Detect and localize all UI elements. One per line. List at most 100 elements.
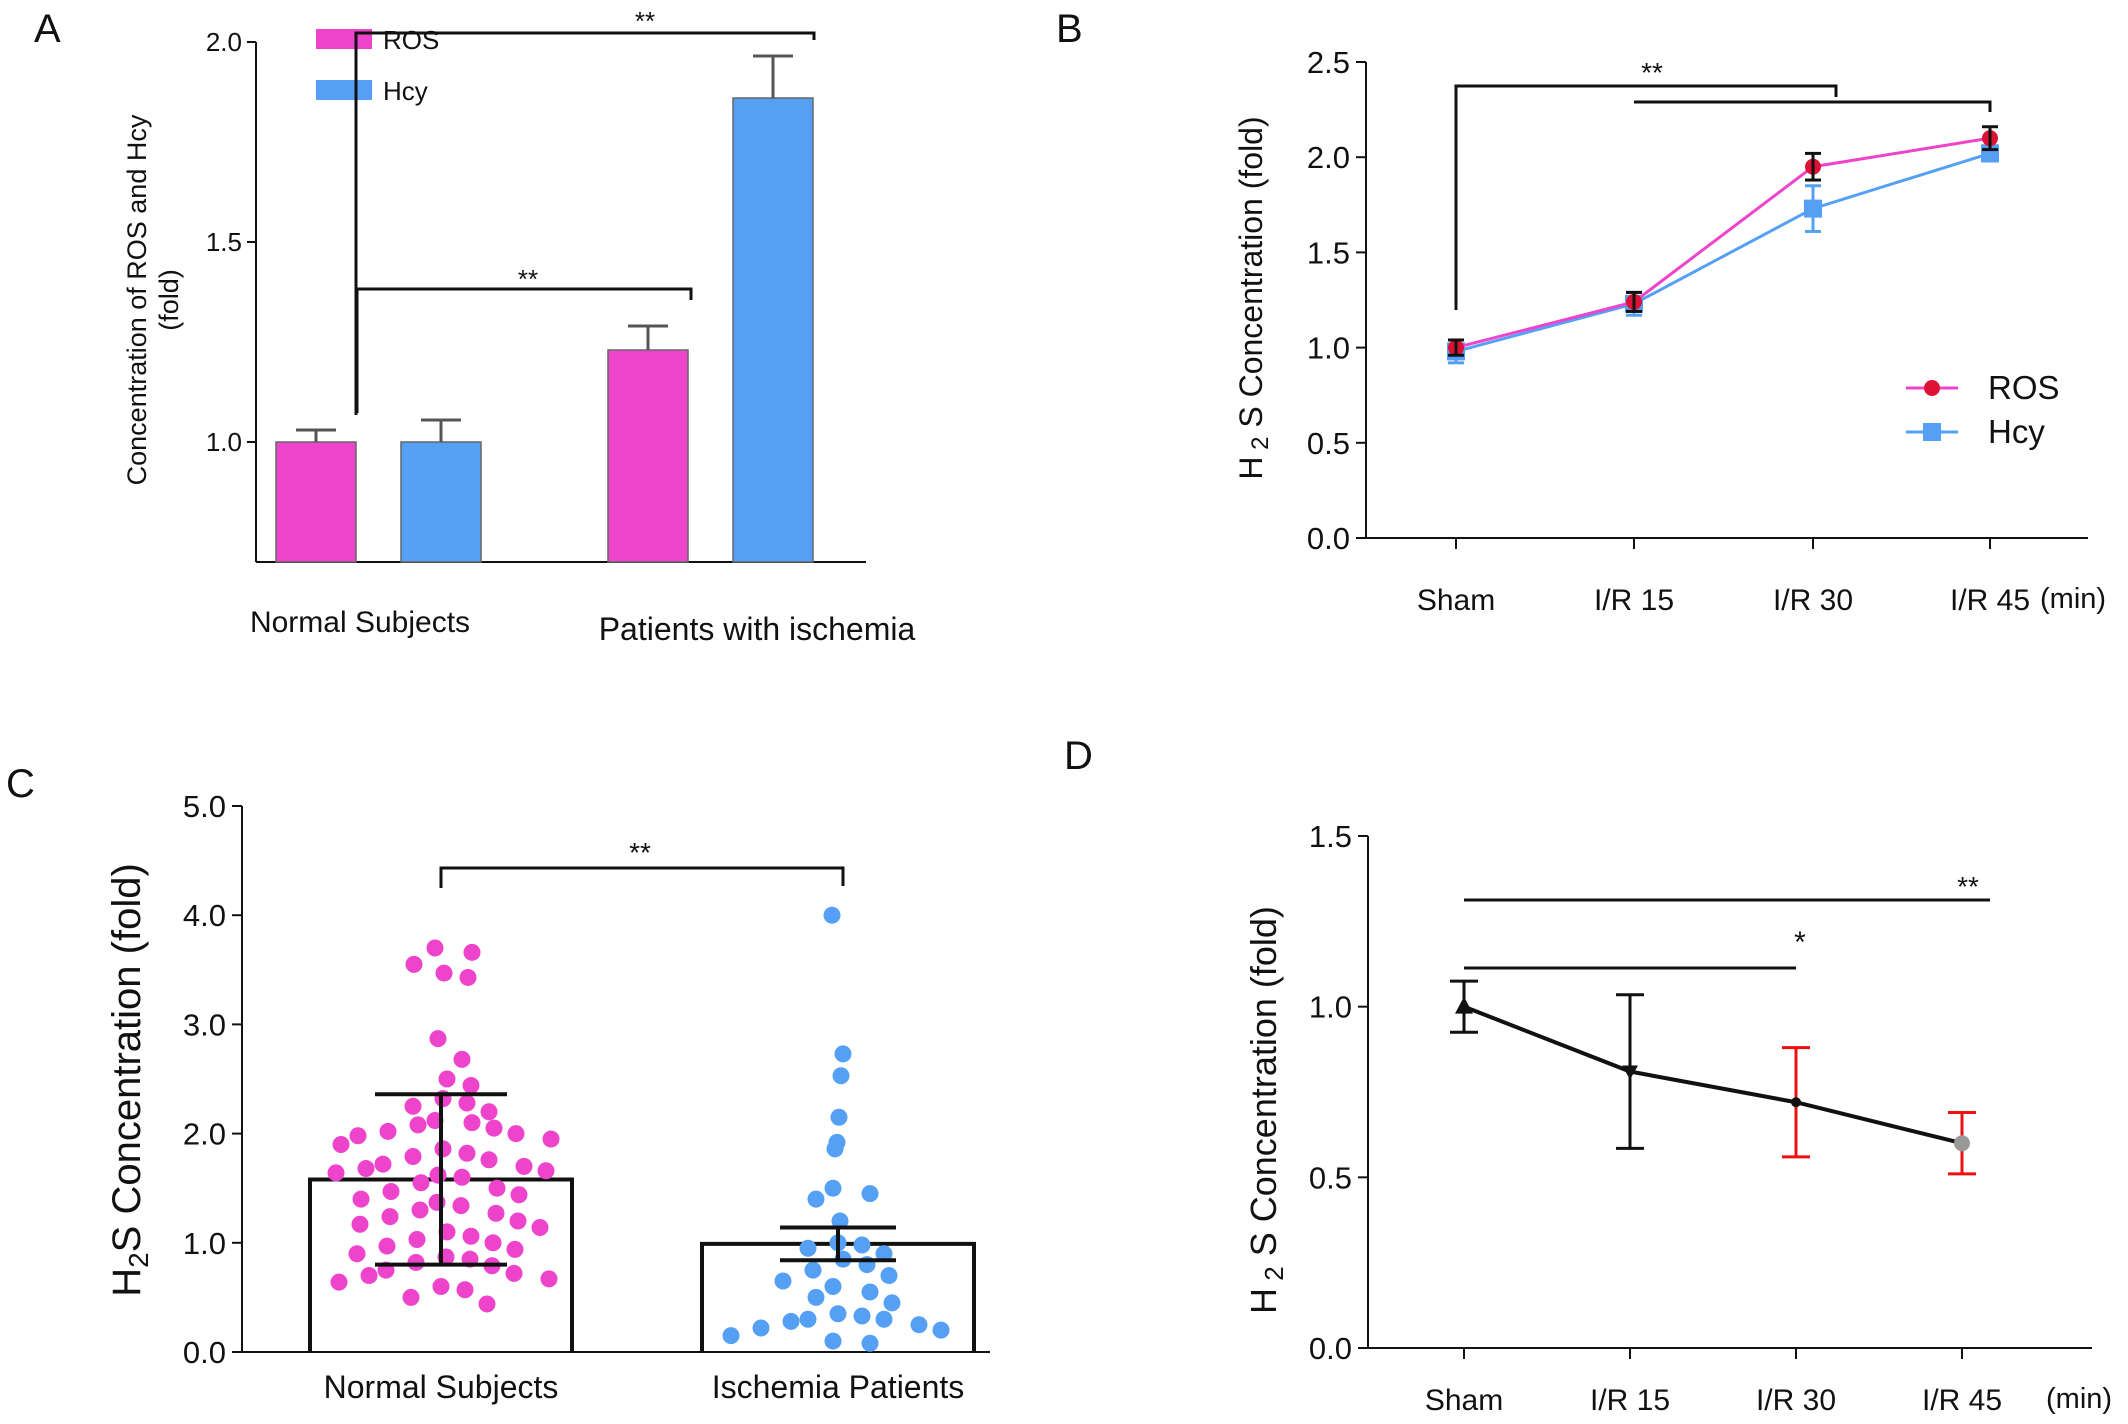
data-point	[807, 1288, 825, 1306]
data-point	[834, 1045, 852, 1063]
y-axis-label: H2S Concentration (fold)	[105, 863, 154, 1297]
data-point	[453, 1050, 471, 1068]
data-point	[435, 964, 453, 982]
data-point	[429, 1166, 447, 1184]
y-tick-label: 0.0	[1309, 1331, 1352, 1366]
data-point	[531, 1219, 549, 1237]
data-point	[412, 1174, 430, 1192]
series-line-ros	[1455, 136, 1991, 350]
data-point	[432, 1277, 450, 1295]
x-category-label: Normal Subjects	[324, 1369, 559, 1405]
data-point	[458, 1094, 476, 1112]
x-category-label: Ischemia Patients	[712, 1369, 965, 1405]
data-point	[484, 1234, 502, 1252]
y-axis-label: Concentration of ROS and Hcy	[122, 114, 152, 485]
data-point	[853, 1236, 871, 1254]
legend-marker-ros	[1924, 380, 1940, 396]
significance-bracket	[1454, 84, 1838, 310]
data-point	[456, 1281, 474, 1299]
x-tick-label: I/R 15	[1590, 1384, 1670, 1417]
y-axis-label-unit: (fold)	[154, 269, 184, 331]
panel-letter-c: C	[6, 762, 35, 806]
significance-label: **	[518, 264, 538, 294]
data-point	[722, 1327, 740, 1345]
data-point	[404, 1148, 422, 1166]
data-point	[510, 1186, 528, 1204]
data-point	[507, 1125, 525, 1143]
y-axis-label: H 2 S Concentration (fold)	[1233, 116, 1274, 479]
data-point	[752, 1319, 770, 1337]
panel-letter-a: A	[34, 7, 61, 51]
y-label-rest: S Concentration (fold)	[1243, 906, 1284, 1266]
data-point	[379, 1122, 397, 1140]
y-tick-label: 1.0	[1309, 990, 1352, 1025]
series-marker	[1622, 1065, 1638, 1080]
data-point	[351, 1215, 369, 1233]
bar	[275, 441, 357, 563]
data-point	[875, 1245, 893, 1263]
series-marker	[1954, 1135, 1970, 1152]
data-point	[830, 1108, 848, 1126]
data-point	[932, 1321, 950, 1339]
data-point	[515, 1157, 533, 1175]
y-tick-label: 2.0	[1307, 140, 1350, 175]
y-tick-label: 0.0	[1307, 521, 1350, 556]
y-tick-label: 2.0	[183, 1117, 226, 1152]
data-point	[509, 1212, 527, 1230]
y-label-rest: S Concentration (fold)	[1233, 116, 1269, 436]
series-marker	[1791, 1097, 1801, 1108]
legend-marker-hcy	[1923, 423, 1941, 441]
data-point	[360, 1267, 378, 1285]
data-point	[409, 1116, 427, 1134]
data-point	[910, 1316, 928, 1334]
x-category-label: Normal Subjects	[250, 606, 470, 639]
data-point	[774, 1272, 792, 1290]
data-point	[823, 906, 841, 924]
y-tick-label: 1.0	[206, 427, 242, 457]
data-point	[463, 943, 481, 961]
data-point	[332, 1136, 350, 1154]
significance-label: **	[635, 6, 655, 36]
data-point	[453, 1168, 471, 1186]
data-point	[478, 1295, 496, 1313]
chart-c: 0.0 1.0 2.0 3.0 4.0 5.0 H2S Concentration (fol…	[105, 789, 990, 1405]
data-point	[480, 1103, 498, 1121]
x-tick-label: I/R 30	[1773, 584, 1853, 617]
data-point	[408, 1231, 426, 1249]
data-point	[861, 1283, 879, 1301]
chart-a: 1.0 1.5 2.0 Concentration of ROS and Hcy (fo…	[122, 6, 915, 647]
bar	[607, 349, 689, 563]
data-point	[824, 1332, 842, 1350]
data-point	[537, 1162, 555, 1180]
x-unit-label: (min)	[2040, 583, 2106, 615]
data-point	[348, 1245, 366, 1263]
legend-swatch-hcy	[316, 80, 372, 100]
data-point	[861, 1185, 879, 1203]
data-point	[382, 1182, 400, 1200]
data-point	[426, 939, 444, 957]
y-label-sub: 2	[1247, 437, 1274, 457]
data-point	[807, 1190, 825, 1208]
legend-label-ros: ROS	[1988, 369, 2060, 406]
bar	[400, 441, 482, 563]
data-point	[853, 1307, 871, 1325]
data-point	[462, 1077, 480, 1095]
y-tick-label: 5.0	[183, 789, 226, 824]
data-point	[799, 1310, 817, 1328]
data-point	[402, 1288, 420, 1306]
data-point	[832, 1067, 850, 1085]
legend-label-ros: ROS	[383, 25, 439, 55]
bar	[732, 97, 814, 563]
data-point	[374, 1155, 392, 1173]
data-point	[452, 1197, 470, 1215]
data-point	[462, 1227, 480, 1245]
data-point	[782, 1312, 800, 1330]
y-label-h: H	[105, 1268, 149, 1297]
y-tick-label: 1.5	[1309, 819, 1352, 854]
data-point	[327, 1164, 345, 1182]
data-point	[824, 1277, 842, 1295]
data-point	[861, 1334, 879, 1352]
data-point	[485, 1119, 503, 1137]
data-point	[429, 1030, 447, 1048]
